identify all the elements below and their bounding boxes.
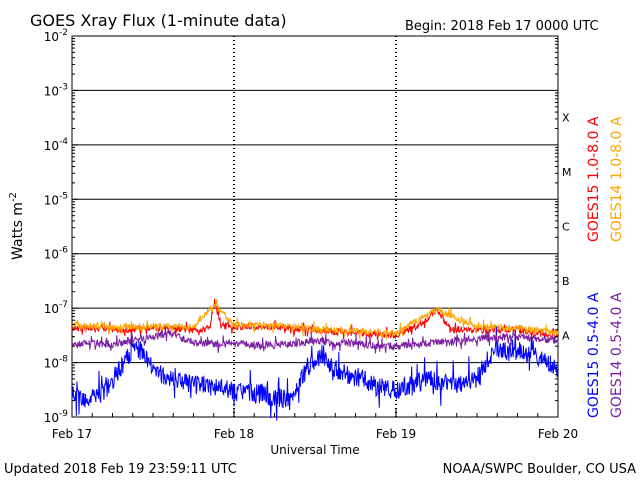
legend-entry: GOES15 1.0-8.0 A xyxy=(586,116,602,242)
y-axis-ticks: 10-9 10-8 10-7 10-6 10-5 10-4 10-3 10-2 xyxy=(44,28,558,425)
plot-area xyxy=(71,35,559,418)
flare-class-label: X xyxy=(562,112,570,125)
x-axis-label: Universal Time xyxy=(270,443,359,457)
y-tick-label: 10-4 xyxy=(44,137,69,153)
legend-entry: GOES14 1.0-8.0 A xyxy=(609,116,625,242)
legend-entry: GOES15 0.5-4.0 A xyxy=(586,292,602,418)
y-axis-label-text: Watts m xyxy=(10,202,26,260)
footer-updated: Updated 2018 Feb 19 23:59:11 UTC xyxy=(4,462,237,477)
footer-credit: NOAA/SWPC Boulder, CO USA xyxy=(443,462,636,477)
chart-title: GOES Xray Flux (1-minute data) xyxy=(30,11,287,30)
y-tick-label: 10-8 xyxy=(44,355,69,371)
series-line xyxy=(71,326,559,421)
legend: GOES15 1.0-8.0 A GOES14 1.0-8.0 A GOES15 0… xyxy=(586,116,625,418)
series-line xyxy=(71,326,559,354)
y-tick-label: 10-9 xyxy=(44,409,69,425)
legend-entry: GOES14 0.5-4.0 A xyxy=(609,292,625,418)
begin-time: Begin: 2018 Feb 17 0000 UTC xyxy=(405,19,599,34)
x-tick-label: Feb 20 xyxy=(538,427,578,441)
x-tick-label: Feb 18 xyxy=(214,427,254,441)
y-tick-label: 10-7 xyxy=(44,300,68,316)
x-tick-label: Feb 19 xyxy=(376,427,416,441)
grid-horizontal xyxy=(72,89,558,364)
y-axis-label-group: Watts m-2 xyxy=(8,192,26,260)
y-tick-label: 10-6 xyxy=(44,246,69,262)
series-line xyxy=(71,299,559,340)
y-tick-label: 10-2 xyxy=(44,28,68,44)
x-axis-ticks: Feb 17 Feb 18 Feb 19 Feb 20 xyxy=(52,409,578,441)
series-layer xyxy=(71,298,559,421)
flare-class-labels: A B C M X xyxy=(562,112,572,343)
y-tick-label: 10-3 xyxy=(44,82,68,98)
flare-class-label: B xyxy=(562,275,570,288)
flare-class-label: A xyxy=(562,329,570,342)
x-tick-label: Feb 17 xyxy=(52,427,92,441)
y-tick-label: 10-5 xyxy=(44,191,68,207)
flare-class-label: M xyxy=(562,166,572,179)
y-axis-label: Watts m-2 xyxy=(8,192,26,260)
y-axis-label-exponent: -2 xyxy=(8,192,19,202)
flare-class-label: C xyxy=(562,221,570,234)
